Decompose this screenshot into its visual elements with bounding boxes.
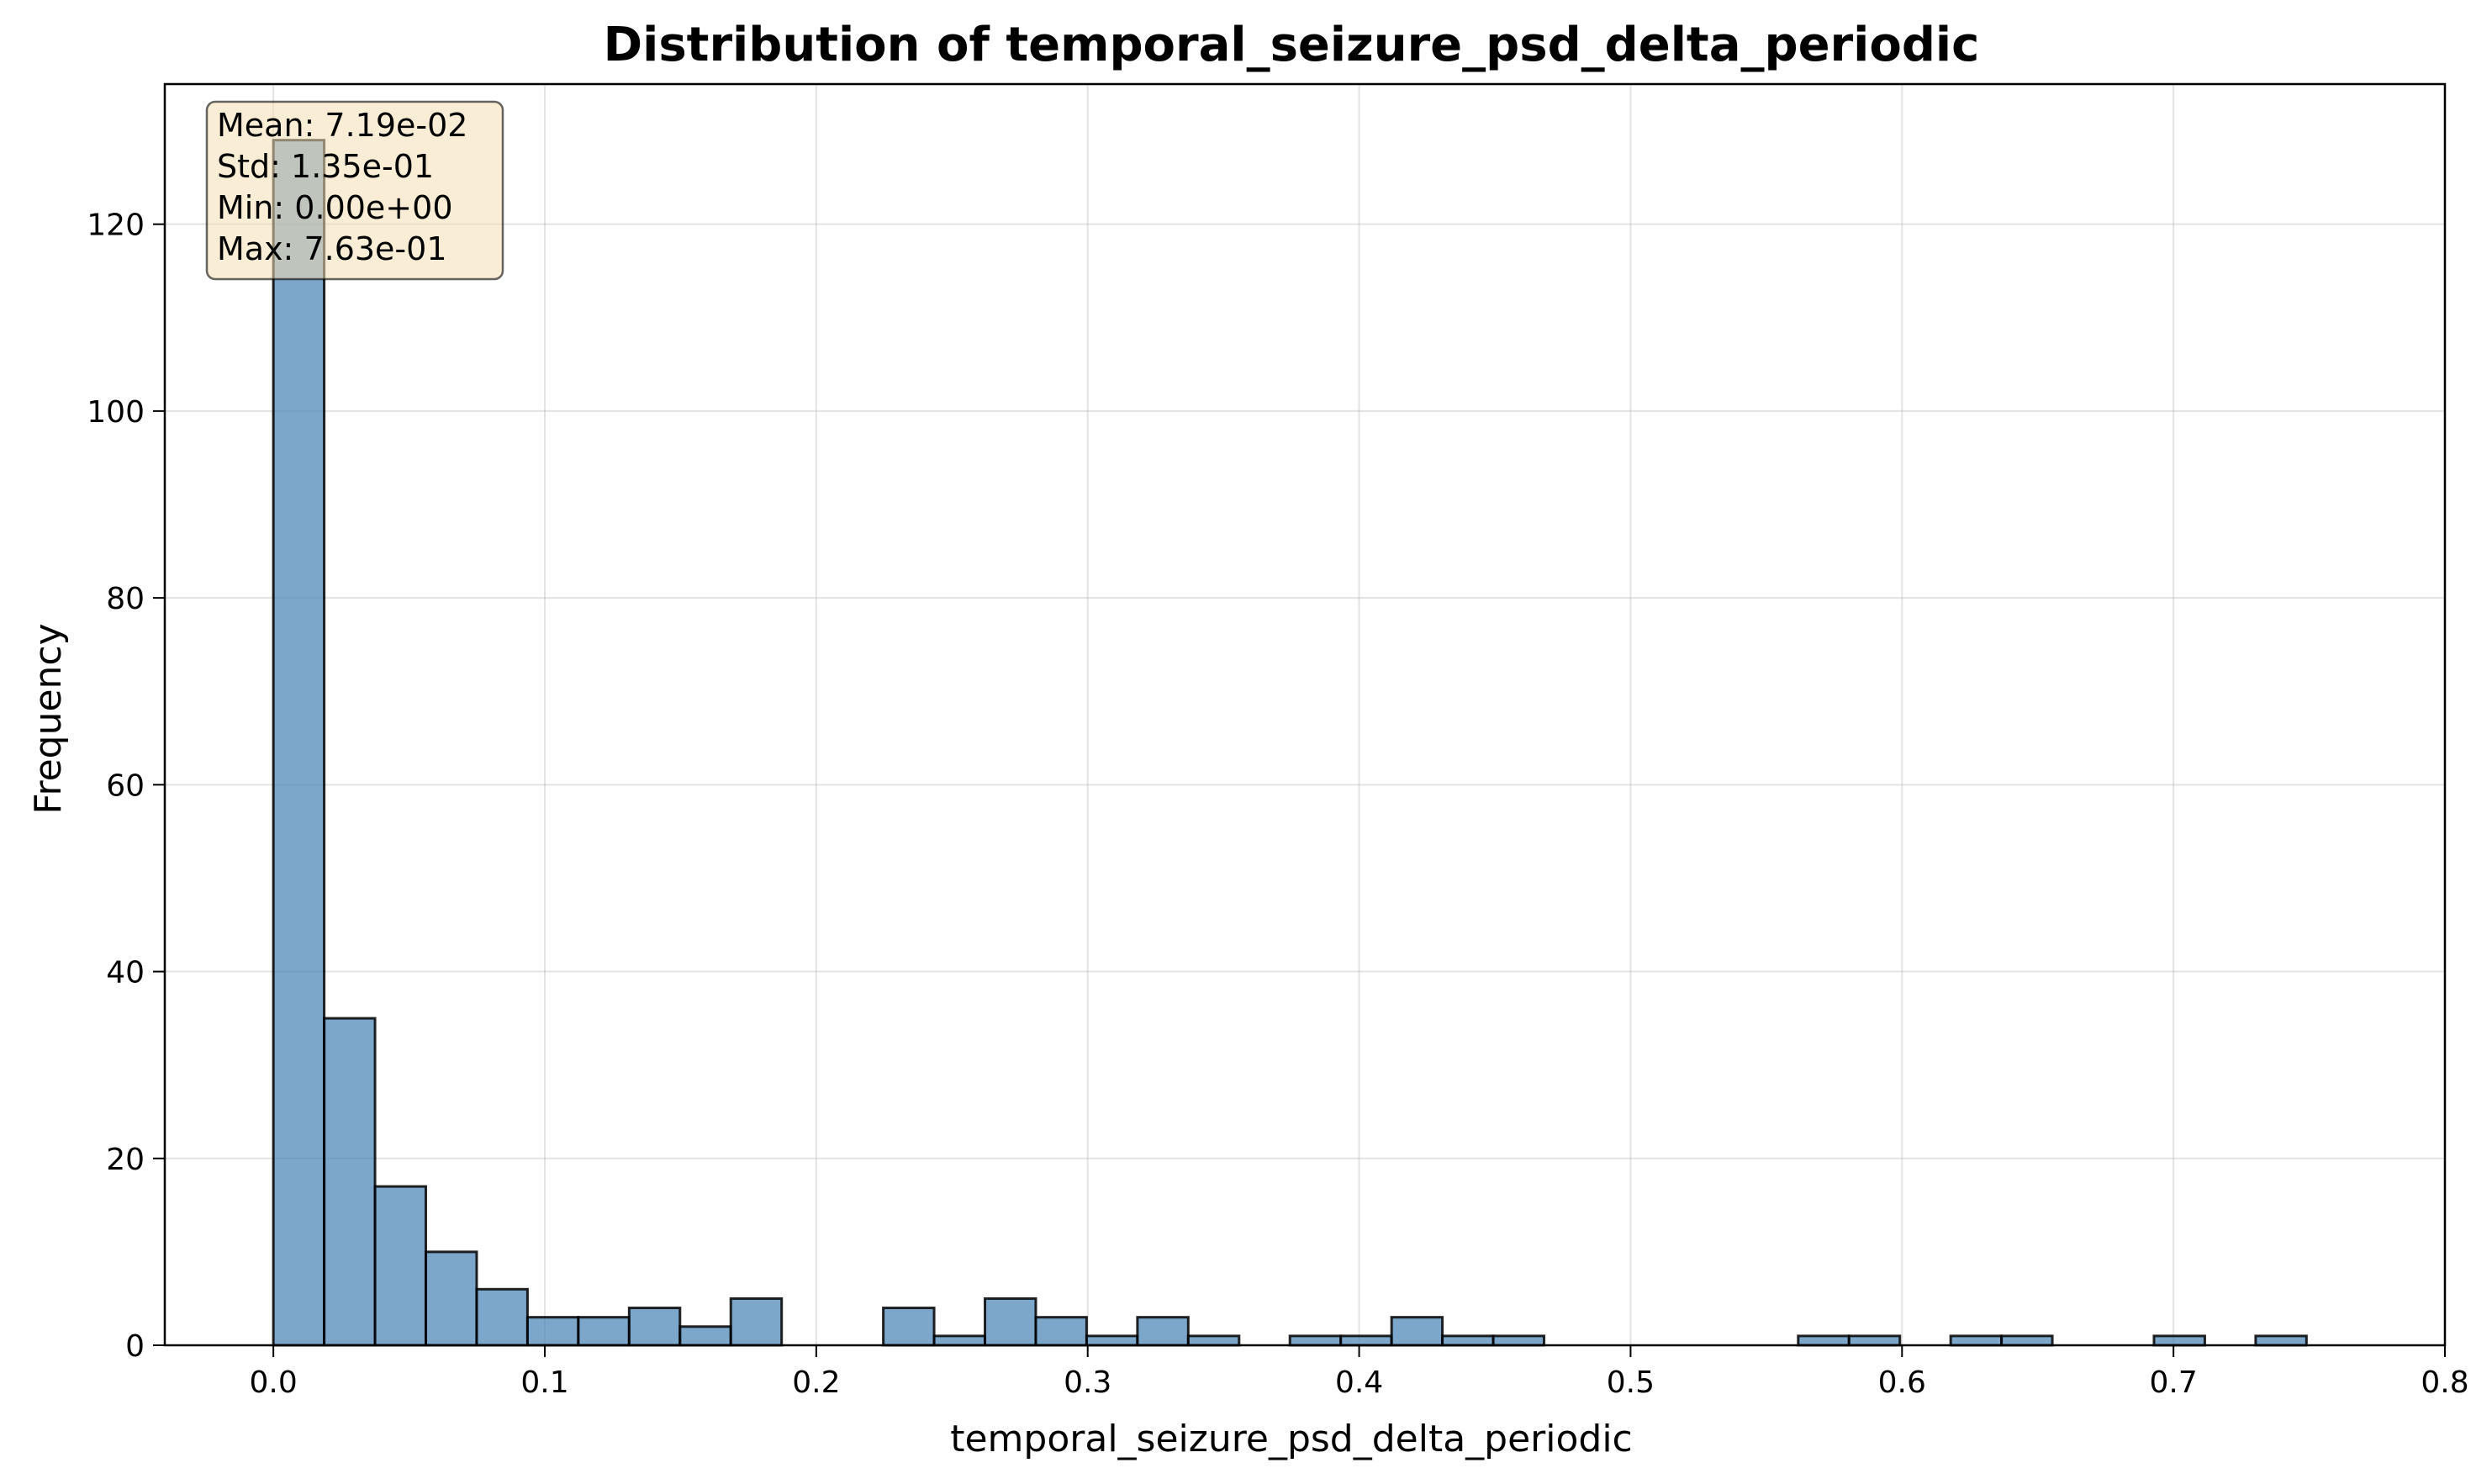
histogram-bar xyxy=(882,1307,936,1347)
chart-title: Distribution of temporal_seizure_psd_del… xyxy=(604,18,1980,72)
y-tick-label: 20 xyxy=(106,1143,145,1177)
y-tick-label: 0 xyxy=(125,1329,145,1364)
histogram-bar xyxy=(2254,1334,2308,1347)
histogram-bar xyxy=(1186,1334,1241,1347)
x-tick-label: 0.6 xyxy=(1878,1365,1926,1400)
stats-box-background xyxy=(205,100,504,281)
x-tick-label: 0.5 xyxy=(1607,1365,1655,1400)
plot-frame xyxy=(163,82,2447,1347)
histogram-bar xyxy=(1034,1316,1088,1347)
x-tick-label: 0.7 xyxy=(2150,1365,2198,1400)
x-axis-label: temporal_seizure_psd_delta_periodic xyxy=(950,1418,1633,1460)
histogram-bar xyxy=(2000,1334,2054,1347)
histogram-bar xyxy=(272,139,326,1347)
stats-mean: Mean: 7.19e-02 xyxy=(217,107,467,144)
stats-std: Std: 1.35e-01 xyxy=(217,148,434,185)
x-tick-label: 0.4 xyxy=(1335,1365,1383,1400)
histogram-bar xyxy=(1492,1334,1546,1347)
histogram-bar xyxy=(373,1185,428,1347)
histogram-bar xyxy=(1797,1334,1851,1347)
y-tick-label: 60 xyxy=(106,768,145,803)
histogram-bar xyxy=(1390,1316,1444,1347)
histogram-bar xyxy=(932,1334,987,1347)
histogram-bar xyxy=(678,1325,732,1347)
y-tick-label: 40 xyxy=(106,956,145,990)
histogram-bar xyxy=(323,1017,377,1347)
histogram-bar xyxy=(475,1287,529,1347)
y-tick-label: 100 xyxy=(87,395,145,430)
y-tick-label: 120 xyxy=(87,209,145,243)
x-tick-label: 0.0 xyxy=(250,1365,298,1400)
histogram-bar xyxy=(1085,1334,1139,1347)
x-tick-label: 0.8 xyxy=(2421,1365,2468,1400)
histogram-bar xyxy=(577,1316,631,1347)
histogram-bar xyxy=(627,1307,682,1347)
histogram-bar xyxy=(525,1316,580,1347)
histogram-bar xyxy=(1136,1316,1190,1347)
y-tick-label: 80 xyxy=(106,582,145,616)
histogram-bar xyxy=(1949,1334,2004,1347)
histogram-bar xyxy=(1339,1334,1393,1347)
histogram-bar xyxy=(425,1250,478,1347)
histogram-bar xyxy=(729,1297,784,1347)
y-axis-label: Frequency xyxy=(27,623,70,814)
histogram-bar xyxy=(2152,1334,2206,1347)
stats-box: Mean: 7.19e-02 Std: 1.35e-01 Min: 0.00e+… xyxy=(205,100,504,281)
stats-min: Min: 0.00e+00 xyxy=(217,189,453,226)
axis-ticks: 0.0 0.1 0.2 0.3 0.4 0.5 0.6 0.7 0.8 0 20 40 60 80 100 1… xyxy=(87,209,2468,1400)
stats-max: Max: 7.63e-01 xyxy=(217,230,447,267)
histogram-bar xyxy=(1441,1334,1495,1347)
histogram-bar xyxy=(984,1297,1037,1347)
x-tick-label: 0.3 xyxy=(1064,1365,1111,1400)
x-tick-label: 0.2 xyxy=(792,1365,840,1400)
x-tick-label: 0.1 xyxy=(520,1365,568,1400)
histogram-bar xyxy=(1847,1334,1902,1347)
histogram-bar xyxy=(1288,1334,1343,1347)
